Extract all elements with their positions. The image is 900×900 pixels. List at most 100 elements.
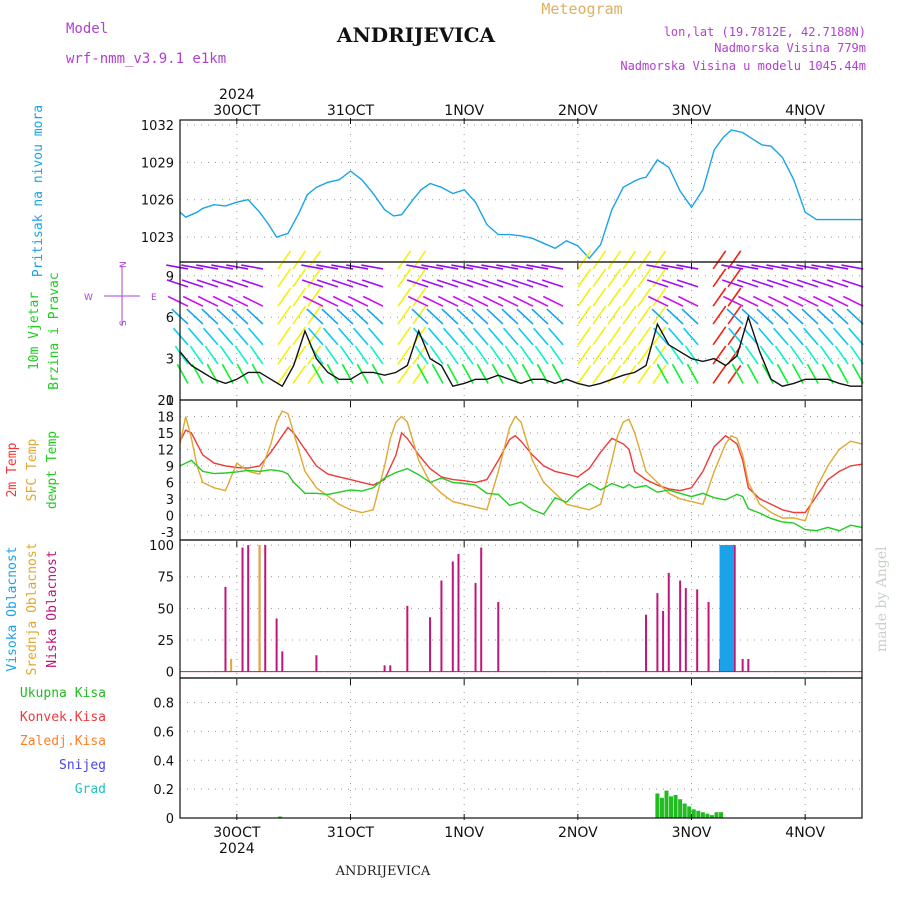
wind-arrow xyxy=(577,250,592,270)
wind-arrow xyxy=(811,264,834,270)
wind-arrow xyxy=(592,250,607,270)
wind-arrow xyxy=(331,264,354,270)
wind-arrow xyxy=(236,363,249,384)
wind-arrow xyxy=(431,363,444,384)
wind-arrow xyxy=(452,295,474,307)
wind-arrow xyxy=(511,264,534,270)
legend-entry: Zaledj.Kisa xyxy=(20,734,106,749)
wind-arrow xyxy=(292,364,307,384)
wind-arrow xyxy=(167,295,189,307)
model-elevation-label: Nadmorska Visina u modelu 1045.44m xyxy=(620,59,866,73)
station-title: ANDRIJEVICA xyxy=(336,23,496,47)
bar-0 xyxy=(457,553,460,672)
wind-arrow xyxy=(752,295,774,307)
wind-arrow xyxy=(712,268,727,288)
wind-arrow xyxy=(622,268,637,288)
wind-arrow xyxy=(826,279,849,288)
y-tick-label: 25 xyxy=(157,634,174,649)
wind-arrow xyxy=(637,364,652,384)
wind-arrow xyxy=(411,308,429,325)
wind-arrow xyxy=(277,345,292,365)
wind-arrow xyxy=(849,345,864,365)
wind-arrow xyxy=(818,327,834,346)
wind-arrow xyxy=(292,305,307,325)
wind-arrow xyxy=(201,308,219,325)
wind-arrow xyxy=(541,279,564,288)
wind-arrow xyxy=(668,327,684,346)
wind-arrow xyxy=(726,308,744,325)
x-tick-label-top: 2NOV xyxy=(558,103,598,119)
compass-label: S xyxy=(119,320,129,326)
x-tick-label-bottom: 3NOV xyxy=(672,825,712,841)
x-tick-label-bottom: 2NOV xyxy=(558,825,598,841)
wind-arrow xyxy=(456,308,474,325)
bar-2 xyxy=(721,545,725,672)
wind-arrow xyxy=(397,268,412,288)
bar-0 xyxy=(714,812,719,818)
wind-arrow xyxy=(366,308,384,325)
wind-arrow xyxy=(712,364,727,384)
compass-label: E xyxy=(151,293,157,303)
y-tick-label: 0.6 xyxy=(153,725,174,740)
wind-arrow xyxy=(331,279,354,288)
wind-arrow xyxy=(451,279,474,288)
wind-arrow xyxy=(637,250,652,270)
wind-arrow xyxy=(496,264,519,270)
wind-arrow xyxy=(796,264,819,270)
wind-arrow xyxy=(234,345,249,365)
wind-arrow xyxy=(356,363,369,384)
bar-0 xyxy=(747,659,750,672)
wind-arrow xyxy=(426,308,444,325)
wind-arrow xyxy=(751,264,774,270)
wind-arrow xyxy=(607,345,622,365)
wind-arrow xyxy=(592,326,607,346)
wind-arrow xyxy=(174,345,189,365)
wind-arrow xyxy=(367,327,384,346)
wind-arrow xyxy=(516,308,534,325)
wind-arrow xyxy=(746,363,759,384)
wind-arrow xyxy=(472,327,489,346)
wind-arrow xyxy=(774,345,789,365)
y-axis-title: 10m Vjetar xyxy=(27,292,42,370)
wind-arrow xyxy=(712,250,727,270)
wind-arrow xyxy=(781,264,804,270)
wind-arrow xyxy=(457,327,474,346)
wind-arrow xyxy=(322,327,339,346)
wind-arrow xyxy=(656,363,669,384)
wind-arrow xyxy=(577,326,592,346)
compass-label: W xyxy=(84,293,93,303)
bar-0 xyxy=(264,545,267,672)
wind-arrow xyxy=(549,345,564,365)
wind-arrow xyxy=(481,264,504,270)
wind-arrow xyxy=(637,287,652,307)
bar-0 xyxy=(696,810,701,818)
wind-arrow xyxy=(683,327,699,346)
bar-0 xyxy=(669,796,674,818)
wind-arrow xyxy=(592,287,607,307)
wind-arrow xyxy=(786,308,804,325)
bar-0 xyxy=(645,614,648,672)
x-tick-label-bottom: 4NOV xyxy=(785,825,825,841)
wind-arrow xyxy=(781,279,804,288)
wind-arrow xyxy=(504,345,519,365)
wind-arrow xyxy=(441,308,459,325)
bar-0 xyxy=(733,545,736,672)
wind-arrow xyxy=(577,364,592,384)
bar-0 xyxy=(673,794,678,818)
elevation-label: Nadmorska Visina 779m xyxy=(714,41,866,55)
wind-arrow xyxy=(436,264,459,270)
bar-0 xyxy=(278,816,283,818)
wind-arrow xyxy=(654,345,669,365)
series-line-2 xyxy=(179,459,863,532)
wind-arrow xyxy=(607,326,622,346)
wind-arrow xyxy=(548,327,564,346)
wind-arrow xyxy=(166,279,189,288)
y-axis-title: Niska Oblacnost xyxy=(45,550,60,667)
x-tick-label-bottom: 30OCT xyxy=(213,825,261,841)
wind-arrow xyxy=(292,326,307,346)
wind-arrow xyxy=(416,363,429,384)
wind-arrow xyxy=(661,264,684,270)
wind-arrow xyxy=(341,363,354,384)
wind-arrow xyxy=(346,264,369,270)
y-tick-label: 6 xyxy=(166,311,174,326)
